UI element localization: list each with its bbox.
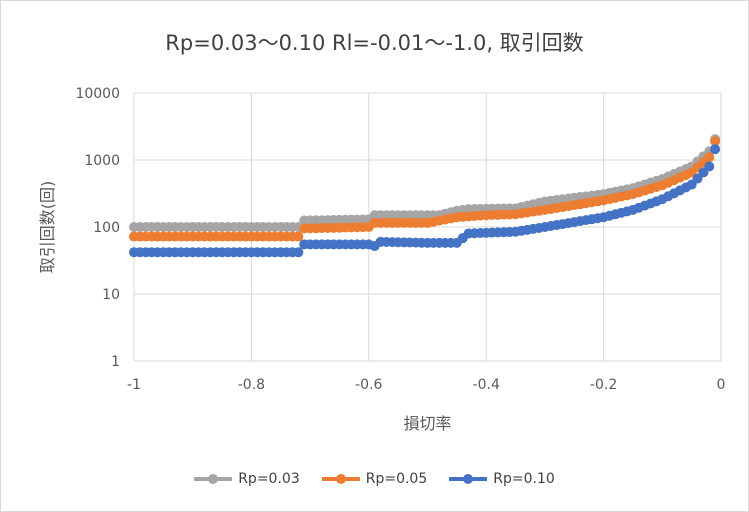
legend-label-rp-005: Rp=0.05 xyxy=(365,471,428,487)
series-Rp=0.10 xyxy=(129,144,721,258)
data-point xyxy=(293,247,304,258)
legend-swatch-rp-010 xyxy=(449,474,488,484)
y-tick-label: 10 xyxy=(102,287,120,303)
y-tick-label: 10000 xyxy=(75,86,120,102)
data-point xyxy=(293,231,304,242)
x-tick-label: -0.6 xyxy=(355,377,382,393)
y-tick-label: 1 xyxy=(111,354,120,370)
y-axis-label: 取引回数(回) xyxy=(38,181,57,274)
x-tick-label: 0 xyxy=(717,377,726,393)
legend-swatch-rp-005 xyxy=(321,474,360,484)
legend-label-rp-003: Rp=0.03 xyxy=(238,471,300,487)
legend-item-rp-010: Rp=0.10 xyxy=(449,471,555,487)
legend-label-rp-010: Rp=0.10 xyxy=(493,471,555,487)
legend-swatch-rp-003 xyxy=(194,474,233,484)
legend-item-rp-003: Rp=0.03 xyxy=(194,471,300,487)
chart-title: Rp=0.03～0.10 Rl=-0.01～-1.0, 取引回数 xyxy=(165,31,584,55)
x-tick-label: -0.8 xyxy=(238,377,265,393)
series-Rp=0.05 xyxy=(129,136,721,242)
y-tick-label: 1000 xyxy=(84,153,120,169)
x-tick-label: -1 xyxy=(127,377,141,393)
y-tick-label: 100 xyxy=(93,220,120,236)
x-tick-label: -0.4 xyxy=(473,377,500,393)
legend: Rp=0.03 Rp=0.05 Rp=0.10 xyxy=(1,471,748,487)
legend-item-rp-005: Rp=0.05 xyxy=(321,471,428,487)
x-tick-label: -0.2 xyxy=(590,377,617,393)
data-point xyxy=(704,161,715,172)
x-axis-label: 損切率 xyxy=(403,414,451,433)
data-point xyxy=(710,136,721,147)
data-point xyxy=(710,144,721,155)
series-Rp=0.03 xyxy=(129,134,721,232)
data-point xyxy=(704,152,715,163)
